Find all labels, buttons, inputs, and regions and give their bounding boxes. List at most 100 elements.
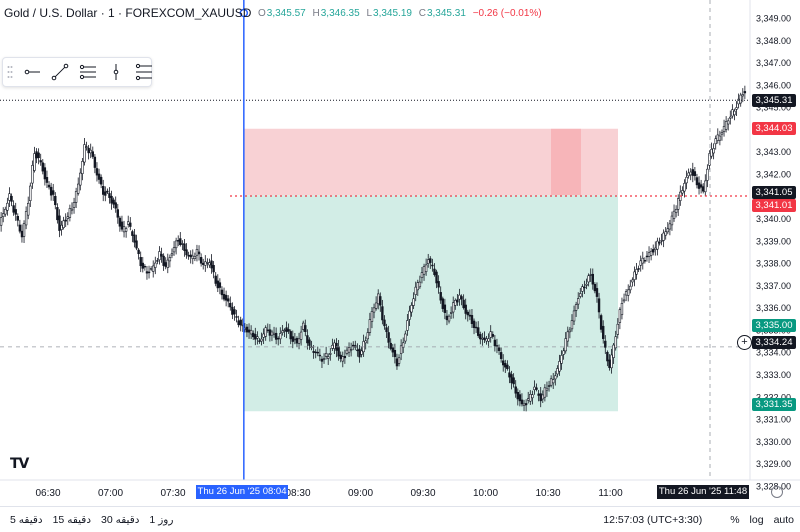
candle-up <box>672 210 676 219</box>
candle-down <box>593 283 597 292</box>
candle-up <box>402 342 405 348</box>
candle-up <box>420 272 424 278</box>
candle-up <box>370 311 374 322</box>
candle-up <box>722 125 726 132</box>
candle-down <box>133 234 136 243</box>
candle-down <box>160 253 163 257</box>
candle-down <box>143 265 147 268</box>
candle-down <box>470 315 474 324</box>
candle-down <box>443 304 447 313</box>
add-alert-plus-icon[interactable]: + <box>737 335 752 350</box>
timeframe-5m[interactable]: 5 دقیقه <box>10 513 43 526</box>
settings-gear-icon[interactable] <box>771 486 783 498</box>
candle-up <box>208 262 211 266</box>
candle-up <box>181 243 184 245</box>
candle-up <box>714 138 717 145</box>
crosshair-price-tag: 3,334.24 <box>752 336 796 349</box>
candle-up <box>260 338 263 342</box>
candle-down <box>743 91 747 94</box>
candle-up <box>81 161 84 174</box>
candle-down <box>591 273 594 285</box>
ohlc-legend: O3,345.57 H3,346.35 L3,345.19 C3,345.31 … <box>258 8 542 19</box>
vertical-line-icon[interactable] <box>107 63 125 81</box>
candle-down <box>212 265 215 273</box>
y-tick-label: 3,348.00 <box>756 36 791 46</box>
parallel-channel-icon[interactable] <box>79 63 97 81</box>
candle-down <box>502 360 505 366</box>
y-tick-label: 3,343.00 <box>756 147 791 157</box>
candle-up <box>541 394 544 400</box>
candle-up <box>60 224 63 230</box>
low-label: L <box>366 8 373 19</box>
pitchfork-icon[interactable] <box>135 63 153 81</box>
candle-up <box>549 378 553 386</box>
candle-up <box>522 403 526 406</box>
candle-up <box>8 193 11 201</box>
candle-down <box>547 385 551 387</box>
y-tick-label: 3,336.00 <box>756 303 791 313</box>
candle-down <box>499 352 503 359</box>
candle-down <box>106 190 109 193</box>
candle-up <box>712 148 715 154</box>
candle-down <box>239 319 242 326</box>
candle-up <box>449 312 453 314</box>
candle-up <box>660 240 663 242</box>
candle-down <box>43 167 47 180</box>
grip-icon[interactable] <box>7 63 13 81</box>
candle-down <box>516 392 519 400</box>
candle-down <box>291 336 294 342</box>
candle-up <box>293 338 297 341</box>
candle-down <box>437 281 440 288</box>
candle-up <box>531 394 534 399</box>
log-toggle[interactable]: log <box>749 513 764 526</box>
candle-up <box>614 336 617 349</box>
candle-up <box>127 221 130 225</box>
candle-down <box>456 299 459 303</box>
y-tick-label: 3,349.00 <box>756 14 791 24</box>
symbol-title[interactable]: Gold / U.S. Dollar · 1 · FOREXCOM_XAUUSD <box>4 6 252 20</box>
candle-up <box>168 257 172 262</box>
percent-toggle[interactable]: % <box>730 513 740 526</box>
candle-down <box>491 334 494 337</box>
candle-down <box>139 257 142 267</box>
candle-down <box>268 329 272 336</box>
candle-up <box>654 247 657 251</box>
candle-up <box>708 153 711 166</box>
candle-up <box>0 217 3 226</box>
candle-down <box>504 363 507 368</box>
candle-down <box>218 282 222 288</box>
take-profit-zone <box>243 195 619 412</box>
candle-down <box>266 329 269 332</box>
candle-down <box>506 364 509 370</box>
candle-up <box>487 338 490 342</box>
candle-down <box>237 320 240 326</box>
candle-up <box>572 310 576 322</box>
candle-up <box>685 176 688 184</box>
auto-toggle[interactable]: auto <box>773 513 794 526</box>
candle-down <box>254 334 257 340</box>
candle-up <box>543 387 547 398</box>
candle-down <box>358 348 361 358</box>
clock-readout[interactable]: 12:57:03 (UTC+3:30) <box>603 513 703 526</box>
candle-down <box>695 177 699 186</box>
candle-down <box>583 286 586 289</box>
candle-up <box>568 329 572 333</box>
candle-up <box>154 262 157 268</box>
candle-up <box>206 262 209 264</box>
candle-down <box>104 191 107 196</box>
x-tick-label: 07:00 <box>98 488 123 499</box>
candle-up <box>585 283 588 286</box>
stop-price-tag: 3,344.03 <box>752 122 796 135</box>
candle-down <box>383 319 386 327</box>
timeframe-30m[interactable]: 30 دقیقه <box>101 513 140 526</box>
active-stop-region <box>551 128 581 196</box>
horizontal-ray-icon[interactable] <box>23 63 41 81</box>
y-tick-label: 3,337.00 <box>756 281 791 291</box>
candle-down <box>702 186 705 192</box>
timeframe-1d[interactable]: 1 روز <box>149 513 174 526</box>
y-tick-label: 3,334.00 <box>756 348 791 358</box>
x-tick-label: 09:30 <box>410 488 435 499</box>
candle-down <box>277 337 280 340</box>
timeframe-15m[interactable]: 15 دقیقه <box>52 513 91 526</box>
trend-line-icon[interactable] <box>51 63 69 81</box>
